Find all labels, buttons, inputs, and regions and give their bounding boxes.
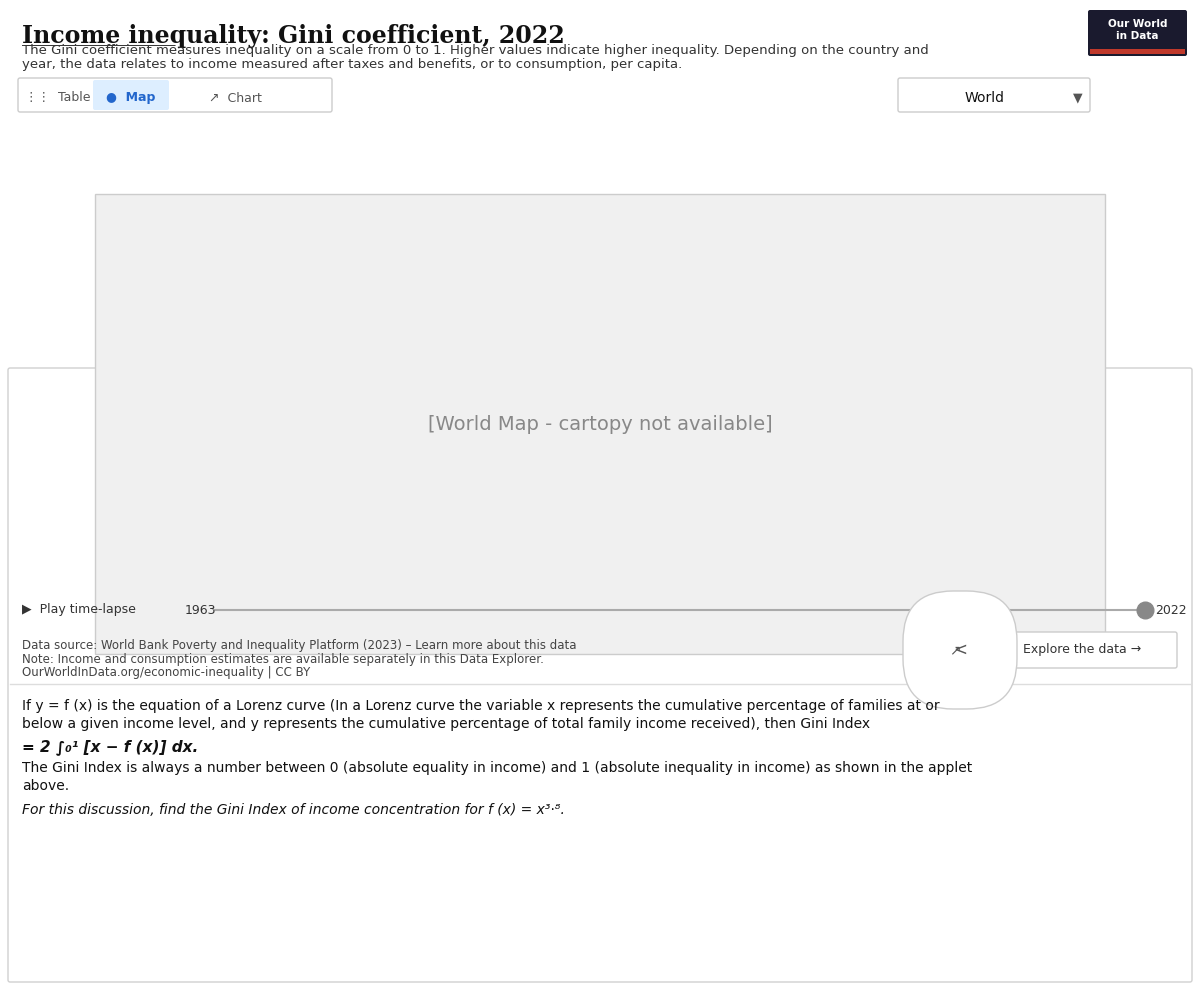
Bar xyxy=(95,194,1105,654)
FancyBboxPatch shape xyxy=(1088,10,1187,56)
Text: The Gini Index is always a number between 0 (absolute equality in income) and 1 : The Gini Index is always a number betwee… xyxy=(22,761,972,775)
Text: ●  Map: ● Map xyxy=(107,91,156,104)
Text: = 2 ∫₀¹ [x − f (x)] dx.: = 2 ∫₀¹ [x − f (x)] dx. xyxy=(22,739,198,754)
Text: <: < xyxy=(953,641,967,659)
Text: ▼: ▼ xyxy=(1073,91,1082,104)
Text: World: World xyxy=(965,91,1006,105)
Text: Data source: World Bank Poverty and Inequality Platform (2023) – Learn more abou: Data source: World Bank Poverty and Ineq… xyxy=(22,639,576,652)
Text: 2022: 2022 xyxy=(1154,603,1187,616)
Text: ⬇: ⬇ xyxy=(923,641,937,659)
Text: Our World
in Data: Our World in Data xyxy=(1108,19,1168,41)
Text: Explore the data →: Explore the data → xyxy=(1022,643,1141,656)
Text: ⋮⋮  Table: ⋮⋮ Table xyxy=(25,91,91,104)
Bar xyxy=(1090,49,1186,54)
FancyBboxPatch shape xyxy=(898,78,1090,112)
Text: Income inequality: Gini coefficient, 2022: Income inequality: Gini coefficient, 202… xyxy=(22,24,565,48)
Text: ▶  Play time-lapse: ▶ Play time-lapse xyxy=(22,603,136,616)
Text: OurWorldInData.org/economic-inequality | CC BY: OurWorldInData.org/economic-inequality |… xyxy=(22,666,311,679)
Text: Note: Income and consumption estimates are available separately in this Data Exp: Note: Income and consumption estimates a… xyxy=(22,653,544,666)
Text: ↗  Chart: ↗ Chart xyxy=(209,91,262,104)
FancyBboxPatch shape xyxy=(18,78,332,112)
Text: If y = f (x) is the equation of a Lorenz curve (In a Lorenz curve the variable x: If y = f (x) is the equation of a Lorenz… xyxy=(22,699,940,713)
FancyBboxPatch shape xyxy=(988,632,1177,668)
Text: above.: above. xyxy=(22,779,70,793)
Text: year, the data relates to income measured after taxes and benefits, or to consum: year, the data relates to income measure… xyxy=(22,58,683,71)
Text: For this discussion, find the Gini Index of income concentration for f (x) = x³⋅: For this discussion, find the Gini Index… xyxy=(22,803,565,817)
FancyBboxPatch shape xyxy=(94,80,169,110)
Text: The Gini coefficient measures inequality on a scale from 0 to 1. Higher values i: The Gini coefficient measures inequality… xyxy=(22,44,929,57)
Text: [World Map - cartopy not available]: [World Map - cartopy not available] xyxy=(427,414,773,433)
Text: 1963: 1963 xyxy=(185,603,216,616)
Text: ↗: ↗ xyxy=(949,643,961,657)
Text: below a given income level, and y represents the cumulative percentage of total : below a given income level, and y repres… xyxy=(22,717,870,731)
FancyBboxPatch shape xyxy=(8,368,1192,982)
